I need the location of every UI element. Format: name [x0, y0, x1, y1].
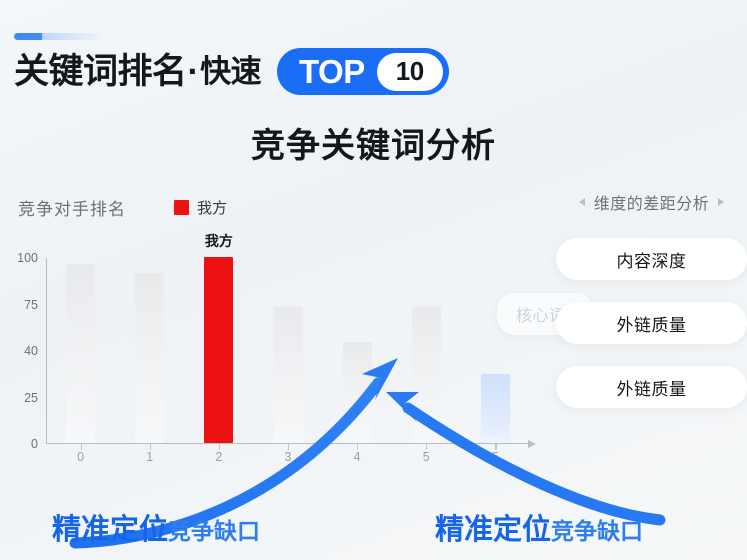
legend-label: 我方: [197, 200, 228, 217]
x-axis-tick: 3: [284, 450, 292, 464]
x-axis-tick: 5: [422, 450, 430, 464]
progress-bar-decoration-icon: [14, 33, 106, 40]
dimension-pill-list: 内容深度 外链质量 外链质量: [556, 238, 747, 408]
x-axis-tick: 1: [146, 450, 154, 464]
dimension-pill[interactable]: 内容深度: [556, 238, 747, 280]
competitor-chart-card: 竞争对手排名 我方 100 75 40 25 0 我方 0 1 2 3 4 5 5: [0, 182, 560, 482]
y-axis-tick: 25: [24, 390, 38, 405]
caption-right-soft: 竞争缺口: [551, 518, 644, 544]
x-axis-tick: 0: [77, 450, 85, 464]
bar[interactable]: [66, 264, 96, 443]
dimension-gap-title: 维度的差距分析: [593, 196, 710, 213]
legend-swatch-icon: [174, 200, 189, 215]
x-axis-tick: 5: [491, 450, 499, 464]
bar[interactable]: [273, 306, 303, 443]
caption-right: 精准定位 竞争缺口: [435, 506, 643, 548]
bar[interactable]: [342, 342, 372, 443]
y-axis-tick: 75: [24, 297, 38, 312]
bar[interactable]: 我方: [204, 233, 234, 443]
dimension-pill[interactable]: 外链质量: [556, 366, 747, 408]
x-axis-tick: 4: [353, 450, 361, 464]
triangle-left-icon[interactable]: [578, 198, 585, 206]
bar[interactable]: [480, 373, 510, 443]
x-axis-tick-group: 0 1 2 3 4 5 5: [46, 444, 530, 470]
dimension-pill-label: 外链质量: [616, 315, 687, 335]
caption-right-strong: 精准定位: [435, 514, 552, 546]
headline-main-text: 关键词排名: [14, 51, 187, 91]
bar[interactable]: [135, 273, 165, 443]
y-axis-tick: 100: [17, 251, 38, 265]
dimension-gap-panel: 维度的差距分析 内容深度 外链质量 外链质量: [556, 190, 747, 408]
y-axis-tick: 0: [31, 437, 38, 451]
bar-value-label: 我方: [204, 232, 233, 249]
top-rank-badge[interactable]: TOP 10: [277, 48, 449, 95]
bar[interactable]: [411, 306, 441, 443]
dimension-pill-label: 内容深度: [616, 251, 687, 271]
y-axis-line: [46, 258, 48, 444]
caption-left-soft: 竞争缺口: [168, 518, 261, 544]
y-axis-tick: 40: [24, 344, 38, 358]
x-axis-arrow-icon: [528, 439, 536, 448]
caption-left: 精准定位 竞争缺口: [52, 506, 260, 548]
headline-sub-text: 快速: [200, 53, 262, 89]
headline-separator-dot: ·: [187, 51, 200, 91]
dimension-gap-header: 维度的差距分析: [556, 190, 747, 214]
caption-left-strong: 精准定位: [52, 514, 169, 546]
dimension-pill-label: 外链质量: [616, 379, 687, 399]
chart-legend[interactable]: 我方: [174, 197, 227, 218]
triangle-right-icon[interactable]: [718, 198, 725, 206]
chart-plot-area: 100 75 40 25 0 我方 0 1 2 3 4 5 5: [17, 233, 536, 464]
top-rank-badge-label: TOP: [299, 53, 365, 90]
dimension-pill[interactable]: 外链质量: [556, 302, 747, 344]
page-headline: 关键词排名 · 快速: [14, 47, 262, 95]
page-title: 竞争关键词分析: [251, 127, 496, 165]
chart-title: 竞争对手排名: [18, 200, 126, 219]
x-axis-tick: 2: [215, 450, 223, 464]
chart-header: 竞争对手排名 我方: [18, 195, 227, 220]
top-rank-badge-number: 10: [376, 52, 443, 91]
